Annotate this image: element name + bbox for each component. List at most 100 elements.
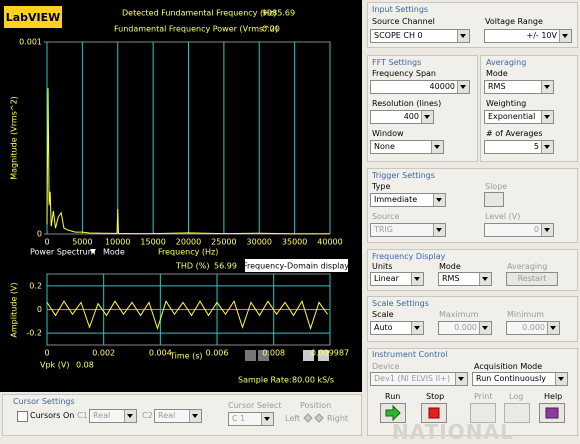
window[interactable]: None: [370, 140, 444, 154]
trigger-level[interactable]: 0: [484, 223, 554, 237]
thd-label: THD (%): [175, 262, 209, 271]
value: Real: [158, 411, 176, 420]
fundamental-frequency-label: Detected Fundamental Frequency (Hz): [122, 9, 276, 18]
label: Weighting: [486, 99, 527, 108]
scale[interactable]: Auto: [370, 321, 424, 335]
value: RMS: [488, 82, 506, 91]
c1[interactable]: Real: [89, 409, 137, 423]
slope[interactable]: [484, 192, 504, 207]
label: Left: [285, 414, 301, 423]
resolution[interactable]: 400: [370, 110, 434, 124]
frequency-span[interactable]: 40000: [370, 80, 470, 94]
help-icon: [545, 407, 559, 419]
button-label: Print: [474, 392, 493, 401]
value: Run Continuously: [476, 374, 547, 383]
section-title: Input Settings: [372, 5, 429, 14]
units[interactable]: Linear: [370, 272, 424, 286]
c2[interactable]: Real: [154, 409, 202, 423]
instrument-control: Instrument Control Device Dev1 (NI ELVIS…: [367, 348, 578, 436]
restart-button[interactable]: Restart: [506, 272, 558, 286]
label: # of Averages: [486, 129, 543, 138]
print-button[interactable]: [470, 403, 496, 423]
minimum[interactable]: 0.000: [506, 321, 560, 335]
voltage-range[interactable]: +/- 10V: [484, 29, 572, 43]
label: Averaging: [507, 262, 548, 271]
x-tick-label: 35000: [282, 238, 307, 247]
label: Maximum: [439, 310, 479, 319]
y-tick-label: 0: [37, 230, 42, 239]
value: SCOPE CH 0: [374, 31, 423, 40]
label: Resolution (lines): [372, 99, 442, 108]
label: Position: [300, 401, 332, 410]
button-label: Restart: [517, 274, 547, 283]
x-tick-label: 0.004: [149, 349, 172, 358]
trigger-type[interactable]: Immediate: [370, 193, 446, 207]
y-tick-label: 0.2: [29, 281, 42, 290]
button-label: Help: [544, 392, 563, 401]
value: 400: [403, 112, 419, 121]
section-title: Instrument Control: [372, 350, 448, 359]
x-tick-label: 40000: [317, 238, 342, 247]
help-button[interactable]: [539, 403, 565, 423]
source-channel[interactable]: SCOPE CH 0: [370, 29, 470, 43]
button-label: Stop: [426, 392, 445, 401]
x-tick-label: 0: [44, 238, 49, 247]
x-tick-label: 25000: [211, 238, 236, 247]
value: RMS: [442, 274, 460, 283]
x-tick-label: 10000: [105, 238, 130, 247]
log-button[interactable]: [504, 403, 530, 423]
zoom-tool[interactable]: [245, 350, 256, 361]
label: Cursor Select: [228, 401, 282, 410]
x-tick-label: 20000: [176, 238, 201, 247]
label: Source: [372, 212, 400, 221]
x-format-tool[interactable]: [303, 350, 314, 361]
averaging: Averaging Mode RMS Weighting Exponential…: [480, 55, 578, 162]
cursor-select[interactable]: C 1: [228, 412, 274, 426]
value: +/- 10V: [526, 31, 557, 40]
averaging-mode[interactable]: RMS: [484, 80, 554, 94]
label: Level (V): [485, 212, 521, 221]
value: 0.000: [454, 323, 477, 332]
trigger-source[interactable]: TRIG: [370, 223, 446, 237]
fundamental-power: 0.00: [262, 25, 280, 34]
thd-value: 56.99: [214, 262, 237, 271]
scale-settings: Scale Settings Scale Auto Maximum 0.000 …: [367, 296, 578, 342]
selector-arrow[interactable]: [90, 249, 96, 254]
logo-box: [4, 6, 62, 28]
label: Scale: [372, 310, 394, 319]
button-label: Log: [509, 392, 524, 401]
maximum[interactable]: 0.000: [438, 321, 492, 335]
acquisition-mode[interactable]: Run Continuously: [472, 372, 568, 386]
fft-settings: FFT Settings Frequency Span 40000 Resolu…: [367, 55, 478, 162]
y-format-tool[interactable]: [318, 350, 329, 361]
time-y-label: Amplitude (V): [10, 282, 19, 337]
spectrum-selector[interactable]: Power Spectrum: [30, 248, 96, 257]
display-mode[interactable]: RMS: [438, 272, 492, 286]
average-count[interactable]: 5: [484, 140, 554, 154]
run-icon: [385, 404, 401, 422]
value: C 1: [232, 414, 246, 423]
label: Units: [372, 262, 393, 271]
y-tick-label: -0.2: [26, 329, 42, 338]
device[interactable]: Dev1 (NI ELVIS II+): [370, 372, 468, 386]
logo: LabVIEW: [6, 11, 61, 24]
time-x-label: Time (s): [169, 352, 203, 361]
section-title: Averaging: [486, 58, 527, 67]
stop-button[interactable]: [421, 403, 447, 423]
spectrum-mode: Mode: [103, 248, 125, 257]
label: Mode: [439, 262, 461, 271]
position-arrows[interactable]: [303, 413, 325, 423]
pan-tool[interactable]: [258, 350, 269, 361]
weighting[interactable]: Exponential: [484, 110, 554, 124]
value: 0: [533, 225, 539, 234]
input-settings: Input Settings Source Channel SCOPE CH 0…: [367, 2, 578, 48]
section-title: Trigger Settings: [372, 171, 435, 180]
value: Immediate: [374, 195, 418, 204]
label: C1: [77, 411, 88, 420]
display-label: Frequency-Domain display: [243, 262, 349, 271]
value: TRIG: [374, 225, 394, 234]
x-tick-label: 0.002: [92, 349, 115, 358]
cursors-checkbox[interactable]: [17, 411, 28, 422]
run-button[interactable]: [380, 403, 406, 423]
